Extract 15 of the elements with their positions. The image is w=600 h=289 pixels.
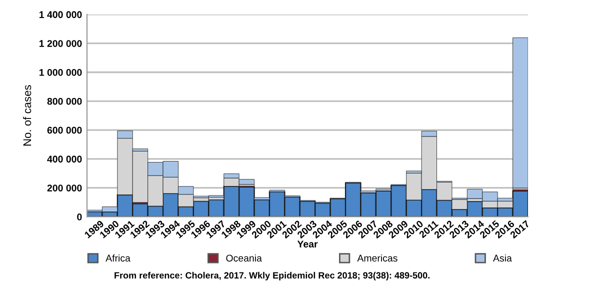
y-tick-label: 600 000 — [47, 126, 82, 134]
y-axis-title: No. of cases — [22, 85, 32, 146]
legend-label: Africa — [106, 254, 130, 262]
y-tick-label: 1 200 000 — [40, 40, 82, 47]
legend-label: Asia — [493, 254, 512, 262]
y-tick-label: 1 000 000 — [40, 68, 82, 76]
legend-label: Oceania — [226, 254, 262, 262]
y-tick-label: 200 000 — [47, 184, 82, 192]
y-tick-label: 400 000 — [47, 156, 82, 163]
legend-label: Americas — [357, 254, 398, 262]
y-tick-label: 800 000 — [47, 98, 82, 105]
x-axis-title: Year — [297, 240, 318, 248]
y-tick-label: 1 400 000 — [40, 11, 82, 18]
text: From reference: Cholera, 2017. Wkly Epidemiol Rec 2018; 93(38): 489-500. — [114, 272, 430, 280]
y-tick-label: 0 — [77, 213, 82, 220]
